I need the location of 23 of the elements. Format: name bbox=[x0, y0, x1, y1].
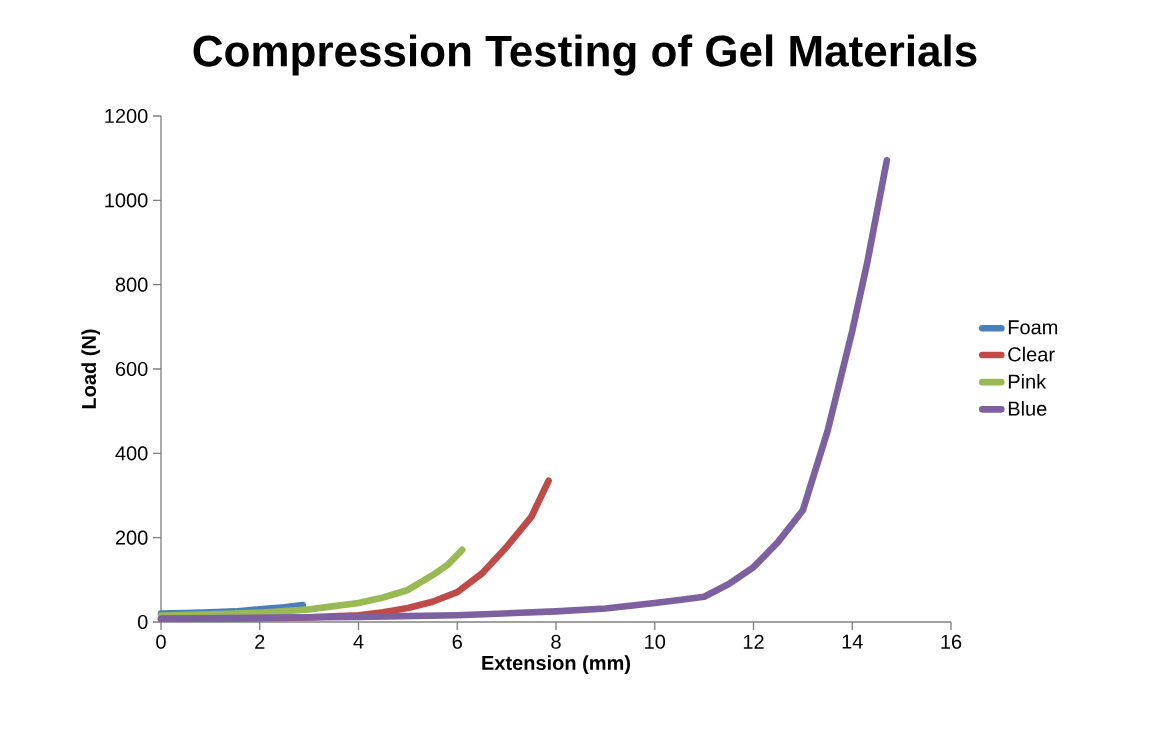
chart-title: Compression Testing of Gel Materials bbox=[193, 34, 977, 76]
y-tick-label: 1000 bbox=[105, 193, 148, 208]
x-tick-label: 12 bbox=[743, 634, 764, 649]
legend-label: Clear bbox=[1008, 346, 1055, 362]
y-tick-label: 600 bbox=[115, 361, 148, 377]
x-tick-label: 16 bbox=[941, 634, 962, 649]
y-tick-label: 0 bbox=[137, 614, 148, 630]
legend-label: Blue bbox=[1008, 401, 1047, 416]
y-tick-label: 800 bbox=[115, 277, 148, 292]
y-tick-label: 400 bbox=[115, 446, 148, 461]
x-tick-label: 2 bbox=[255, 634, 265, 649]
legend-label: Pink bbox=[1008, 373, 1047, 389]
y-axis-title: Load (N) bbox=[81, 329, 100, 409]
x-tick-label: 6 bbox=[452, 634, 462, 649]
y-tick-label: 1200 bbox=[105, 108, 148, 124]
y-tick-label: 200 bbox=[115, 530, 148, 545]
x-tick-label: 4 bbox=[353, 634, 364, 649]
x-tick-label: 8 bbox=[551, 634, 561, 649]
x-axis-title: Extension (mm) bbox=[482, 655, 630, 674]
x-tick-label: 10 bbox=[645, 634, 666, 649]
x-tick-label: 0 bbox=[156, 634, 166, 649]
x-tick-label: 14 bbox=[842, 634, 863, 649]
legend-label: Foam bbox=[1008, 320, 1058, 335]
